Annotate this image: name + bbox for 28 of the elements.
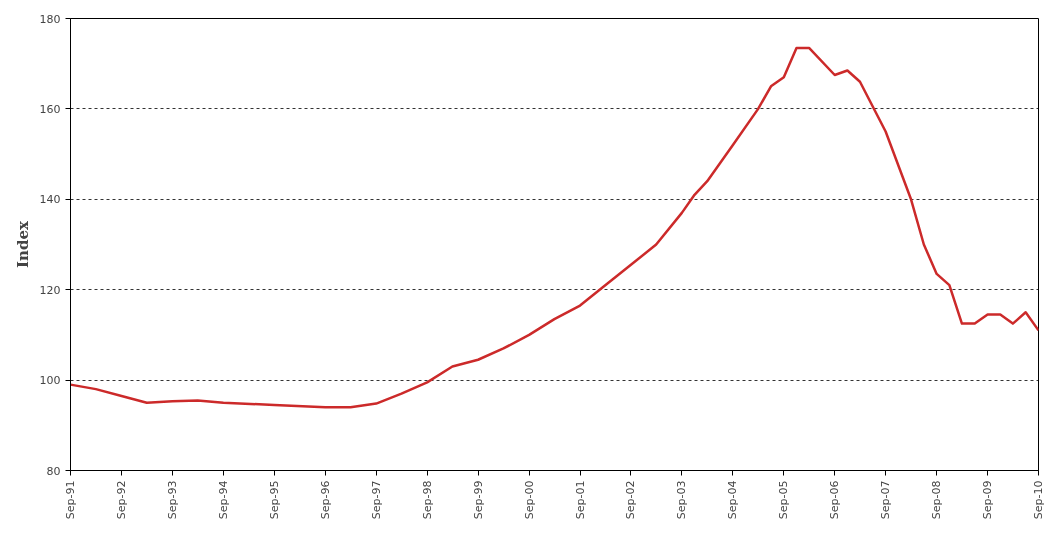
y-tick-label: 140 xyxy=(39,193,61,207)
x-tick-label: Sep-06 xyxy=(828,480,842,520)
y-tick-label: 120 xyxy=(39,283,61,297)
x-tick-label: Sep-04 xyxy=(726,480,740,520)
x-tick-label: Sep-01 xyxy=(573,480,587,520)
x-tick-label: Sep-96 xyxy=(318,480,332,520)
x-tick-label: Sep-03 xyxy=(675,480,689,520)
x-tick-label: Sep-07 xyxy=(879,480,893,520)
x-tick-label: Sep-02 xyxy=(624,480,638,520)
x-tick-label: Sep-00 xyxy=(522,480,536,520)
x-tick-label: Sep-05 xyxy=(777,480,791,520)
y-axis-title: Index xyxy=(13,219,32,268)
y-tick-label: 100 xyxy=(39,374,61,388)
x-tick-label: Sep-09 xyxy=(981,480,995,520)
x-tick-label: Sep-93 xyxy=(165,480,179,520)
y-tick-label: 180 xyxy=(39,12,61,26)
x-tick-label: Sep-91 xyxy=(64,480,77,520)
x-tick-label: Sep-10 xyxy=(1032,480,1045,520)
x-tick-label: Sep-99 xyxy=(471,480,485,520)
y-tick-label: 160 xyxy=(39,102,61,116)
y-tick-label: 80 xyxy=(46,464,61,478)
line-series xyxy=(70,46,1039,409)
x-tick-label: Sep-08 xyxy=(930,480,944,520)
x-tick-label: Sep-95 xyxy=(267,480,281,520)
x-tick-label: Sep-97 xyxy=(369,480,383,520)
x-tick-label: Sep-98 xyxy=(420,480,434,520)
x-tick-label: Sep-92 xyxy=(115,480,129,520)
x-tick-label: Sep-94 xyxy=(216,480,230,520)
